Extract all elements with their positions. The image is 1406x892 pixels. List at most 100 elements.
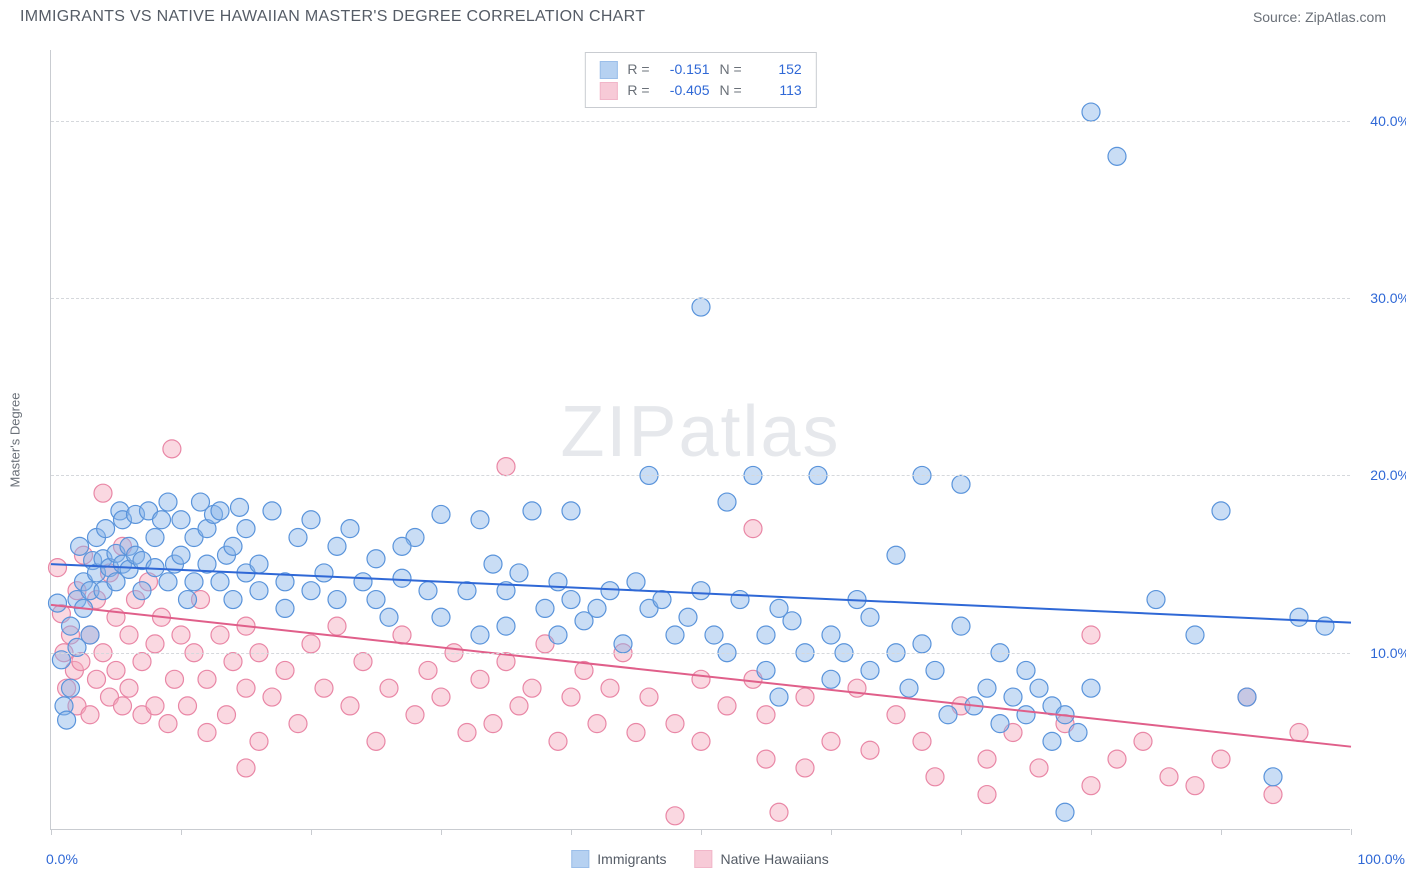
scatter-point — [718, 697, 736, 715]
scatter-point — [263, 688, 281, 706]
n-label-1: N = — [720, 59, 742, 80]
scatter-point — [627, 724, 645, 742]
scatter-point — [172, 626, 190, 644]
scatter-point — [978, 786, 996, 804]
scatter-point — [172, 546, 190, 564]
scatter-point — [783, 612, 801, 630]
scatter-point — [796, 759, 814, 777]
scatter-point — [88, 670, 106, 688]
scatter-point — [1316, 617, 1334, 635]
scatter-point — [159, 493, 177, 511]
scatter-point — [796, 688, 814, 706]
scatter-point — [81, 626, 99, 644]
scatter-point — [276, 599, 294, 617]
scatter-point — [1264, 786, 1282, 804]
y-tick-label: 30.0% — [1370, 290, 1406, 306]
scatter-point — [887, 546, 905, 564]
scatter-point — [406, 706, 424, 724]
scatter-point — [114, 697, 132, 715]
x-tick — [181, 829, 182, 835]
scatter-point — [289, 715, 307, 733]
scatter-point — [211, 502, 229, 520]
scatter-point — [926, 661, 944, 679]
n-label-2: N = — [720, 80, 742, 101]
scatter-point — [71, 537, 89, 555]
scatter-point — [341, 520, 359, 538]
scatter-point — [1017, 661, 1035, 679]
scatter-point — [250, 555, 268, 573]
scatter-point — [549, 626, 567, 644]
scatter-point — [231, 498, 249, 516]
scatter-point — [978, 679, 996, 697]
scatter-point — [224, 591, 242, 609]
scatter-point — [289, 529, 307, 547]
scatter-point — [666, 626, 684, 644]
scatter-point — [302, 582, 320, 600]
gridline — [51, 475, 1350, 476]
scatter-point — [770, 688, 788, 706]
scatter-point — [62, 617, 80, 635]
y-tick-label: 10.0% — [1370, 645, 1406, 661]
scatter-point — [484, 555, 502, 573]
scatter-point — [153, 511, 171, 529]
scatter-point — [341, 697, 359, 715]
scatter-point — [497, 458, 515, 476]
scatter-point — [822, 626, 840, 644]
scatter-point — [900, 679, 918, 697]
n-value-2: 113 — [752, 80, 802, 101]
scatter-point — [367, 550, 385, 568]
r-label-1: R = — [627, 59, 649, 80]
scatter-point — [757, 750, 775, 768]
x-tick-label-min: 0.0% — [46, 851, 78, 867]
scatter-point — [237, 520, 255, 538]
scatter-point — [146, 697, 164, 715]
scatter-point — [731, 591, 749, 609]
scatter-point — [1082, 103, 1100, 121]
x-tick — [1091, 829, 1092, 835]
scatter-point — [328, 617, 346, 635]
scatter-point — [419, 661, 437, 679]
x-tick — [571, 829, 572, 835]
y-tick-label: 20.0% — [1370, 467, 1406, 483]
scatter-point — [97, 520, 115, 538]
scatter-point — [718, 493, 736, 511]
scatter-point — [562, 688, 580, 706]
scatter-point — [952, 475, 970, 493]
stats-row-1: R = -0.151 N = 152 — [599, 59, 801, 80]
scatter-point — [419, 582, 437, 600]
x-tick — [701, 829, 702, 835]
scatter-point — [1290, 724, 1308, 742]
scatter-point — [549, 732, 567, 750]
scatter-point — [179, 697, 197, 715]
scatter-point — [163, 440, 181, 458]
scatter-point — [49, 559, 67, 577]
scatter-point — [393, 537, 411, 555]
scatter-point — [393, 626, 411, 644]
scatter-point — [263, 502, 281, 520]
scatter-point — [1264, 768, 1282, 786]
scatter-point — [757, 626, 775, 644]
scatter-point — [380, 608, 398, 626]
swatch-series-2 — [599, 82, 617, 100]
scatter-point — [159, 715, 177, 733]
scatter-point — [744, 520, 762, 538]
scatter-point — [432, 608, 450, 626]
stats-row-2: R = -0.405 N = 113 — [599, 80, 801, 101]
scatter-point — [172, 511, 190, 529]
scatter-point — [1212, 502, 1230, 520]
source-attribution: Source: ZipAtlas.com — [1253, 9, 1386, 25]
scatter-point — [523, 502, 541, 520]
legend-swatch-1 — [571, 850, 589, 868]
scatter-point — [218, 706, 236, 724]
scatter-point — [1043, 732, 1061, 750]
scatter-point — [497, 617, 515, 635]
scatter-point — [523, 679, 541, 697]
scatter-point — [367, 732, 385, 750]
scatter-point — [666, 715, 684, 733]
x-tick — [1351, 829, 1352, 835]
scatter-point — [380, 679, 398, 697]
scatter-point — [471, 626, 489, 644]
scatter-point — [471, 511, 489, 529]
x-tick-label-max: 100.0% — [1358, 851, 1405, 867]
scatter-point — [1056, 803, 1074, 821]
